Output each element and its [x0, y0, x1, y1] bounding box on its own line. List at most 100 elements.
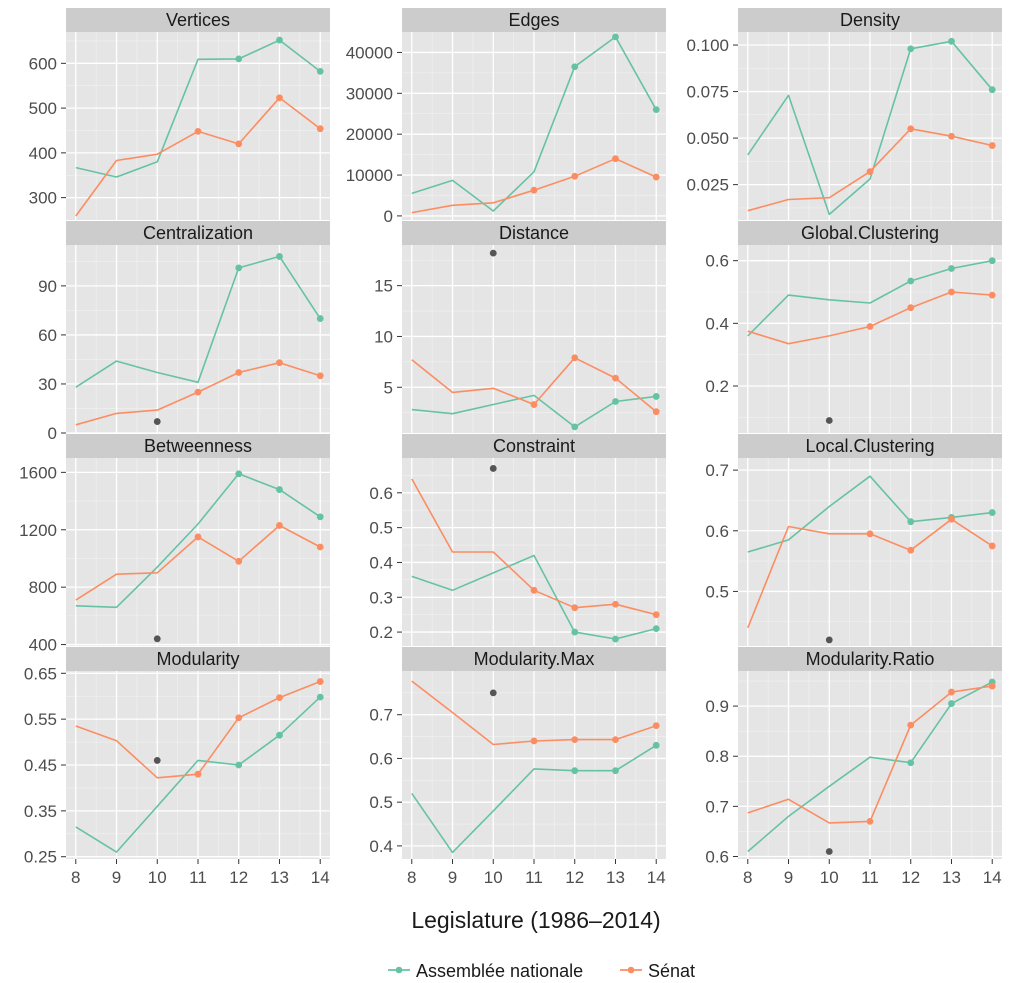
- y-tick-label: 0.55: [24, 710, 57, 729]
- strip-constraint: [402, 434, 666, 458]
- data-point-assemblee: [276, 731, 283, 739]
- reference-point: [825, 417, 833, 424]
- data-point-senat: [571, 604, 579, 612]
- data-point-senat: [907, 721, 915, 729]
- strip-modularity-ratio: [738, 647, 1002, 671]
- strip-density: [738, 8, 1002, 32]
- y-tick-label: 0.6: [705, 847, 729, 866]
- strip-title-modularity-ratio: Modularity.Ratio: [806, 649, 935, 669]
- x-tick-label: 9: [448, 868, 457, 887]
- x-tick-label: 10: [820, 868, 839, 887]
- data-point-assemblee: [235, 264, 243, 272]
- data-point-assemblee: [652, 741, 660, 749]
- data-point-assemblee: [907, 759, 915, 767]
- y-tick-label: 0.25: [24, 848, 57, 867]
- x-tick-label: 14: [647, 868, 666, 887]
- data-point-assemblee: [612, 33, 619, 41]
- x-axis-title: Legislature (1986–2014): [411, 907, 660, 933]
- data-point-senat: [276, 94, 283, 102]
- data-point-senat: [316, 678, 324, 685]
- data-point-senat: [530, 737, 538, 745]
- data-point-senat: [866, 530, 874, 538]
- data-point-assemblee: [612, 398, 619, 405]
- y-tick-label: 800: [29, 578, 57, 597]
- strip-betweenness: [66, 434, 330, 458]
- y-tick-label: 0.7: [705, 797, 729, 816]
- strip-edges: [402, 8, 666, 32]
- legend-label-assemblee: Assemblée nationale: [416, 961, 583, 981]
- data-point-assemblee: [907, 518, 915, 526]
- y-tick-label: 0.2: [705, 377, 729, 396]
- x-tick-label: 14: [311, 868, 330, 887]
- data-point-senat: [316, 125, 324, 133]
- y-tick-label: 1600: [19, 463, 57, 482]
- strip-title-distance: Distance: [499, 223, 569, 243]
- data-point-senat: [948, 132, 955, 140]
- data-point-assemblee: [276, 36, 283, 44]
- y-tick-label: 0.9: [705, 697, 729, 716]
- data-point-assemblee: [276, 486, 283, 493]
- data-point-senat: [866, 323, 874, 330]
- y-tick-label: 0.6: [369, 484, 393, 503]
- y-tick-label: 0.050: [686, 129, 729, 148]
- data-point-senat: [948, 515, 955, 523]
- data-point-senat: [612, 736, 619, 744]
- strip-title-constraint: Constraint: [493, 436, 575, 456]
- strip-title-edges: Edges: [508, 10, 559, 30]
- data-point-senat: [988, 291, 996, 299]
- data-point-senat: [652, 722, 660, 730]
- data-point-senat: [316, 543, 324, 551]
- data-point-senat: [988, 142, 996, 149]
- x-tick-label: 14: [983, 868, 1002, 887]
- strip-title-local-clustering: Local.Clustering: [805, 436, 934, 456]
- x-tick-label: 11: [525, 868, 543, 887]
- strip-title-density: Density: [840, 10, 900, 30]
- y-tick-label: 0.4: [369, 553, 393, 572]
- y-tick-label: 600: [29, 54, 57, 73]
- y-tick-label: 0.5: [705, 582, 729, 601]
- data-point-assemblee: [948, 265, 955, 272]
- x-tick-label: 12: [565, 868, 584, 887]
- data-point-assemblee: [907, 45, 915, 53]
- data-point-assemblee: [316, 513, 324, 521]
- data-point-senat: [276, 522, 283, 529]
- data-point-senat: [530, 586, 538, 594]
- data-point-assemblee: [235, 470, 243, 478]
- y-tick-label: 30000: [346, 84, 393, 103]
- x-tick-label: 10: [148, 868, 167, 887]
- y-tick-label: 0.6: [705, 522, 729, 541]
- x-tick-label: 12: [229, 868, 248, 887]
- data-point-senat: [571, 736, 579, 744]
- data-point-senat: [194, 533, 202, 541]
- data-point-assemblee: [612, 767, 619, 775]
- panel-constraint: Constraint 0.2 0.3 0.4 0.5 0.6: [369, 434, 666, 646]
- data-point-assemblee: [988, 509, 996, 516]
- strip-title-global-clustering: Global.Clustering: [801, 223, 939, 243]
- y-tick-label: 0.5: [369, 793, 393, 812]
- data-point-assemblee: [571, 628, 579, 636]
- data-point-senat: [866, 818, 874, 825]
- y-tick-label: 400: [29, 144, 57, 163]
- data-point-senat: [907, 304, 915, 312]
- panel-global-clustering: Global.Clustering 0.2 0.4 0.6: [705, 221, 1002, 433]
- data-point-assemblee: [652, 625, 660, 632]
- y-tick-label: 0.5: [369, 519, 393, 538]
- y-tick-label: 30: [38, 375, 57, 394]
- y-tick-label: 0.3: [369, 588, 393, 607]
- reference-point: [153, 757, 161, 764]
- y-tick-label: 10000: [346, 166, 393, 185]
- y-tick-label: 15: [374, 277, 393, 296]
- legend-key-point-assemblee: [395, 966, 403, 974]
- y-tick-label: 10: [374, 327, 393, 346]
- strip-title-vertices: Vertices: [166, 10, 230, 30]
- data-point-senat: [866, 168, 874, 176]
- y-tick-label: 0.025: [686, 176, 729, 195]
- strip-modularity-max: [402, 647, 666, 671]
- strip-centralization: [66, 221, 330, 245]
- data-point-senat: [988, 542, 996, 550]
- y-tick-label: 0.4: [369, 837, 393, 856]
- y-tick-label: 20000: [346, 125, 393, 144]
- strip-vertices: [66, 8, 330, 32]
- y-tick-label: 0.4: [705, 314, 729, 333]
